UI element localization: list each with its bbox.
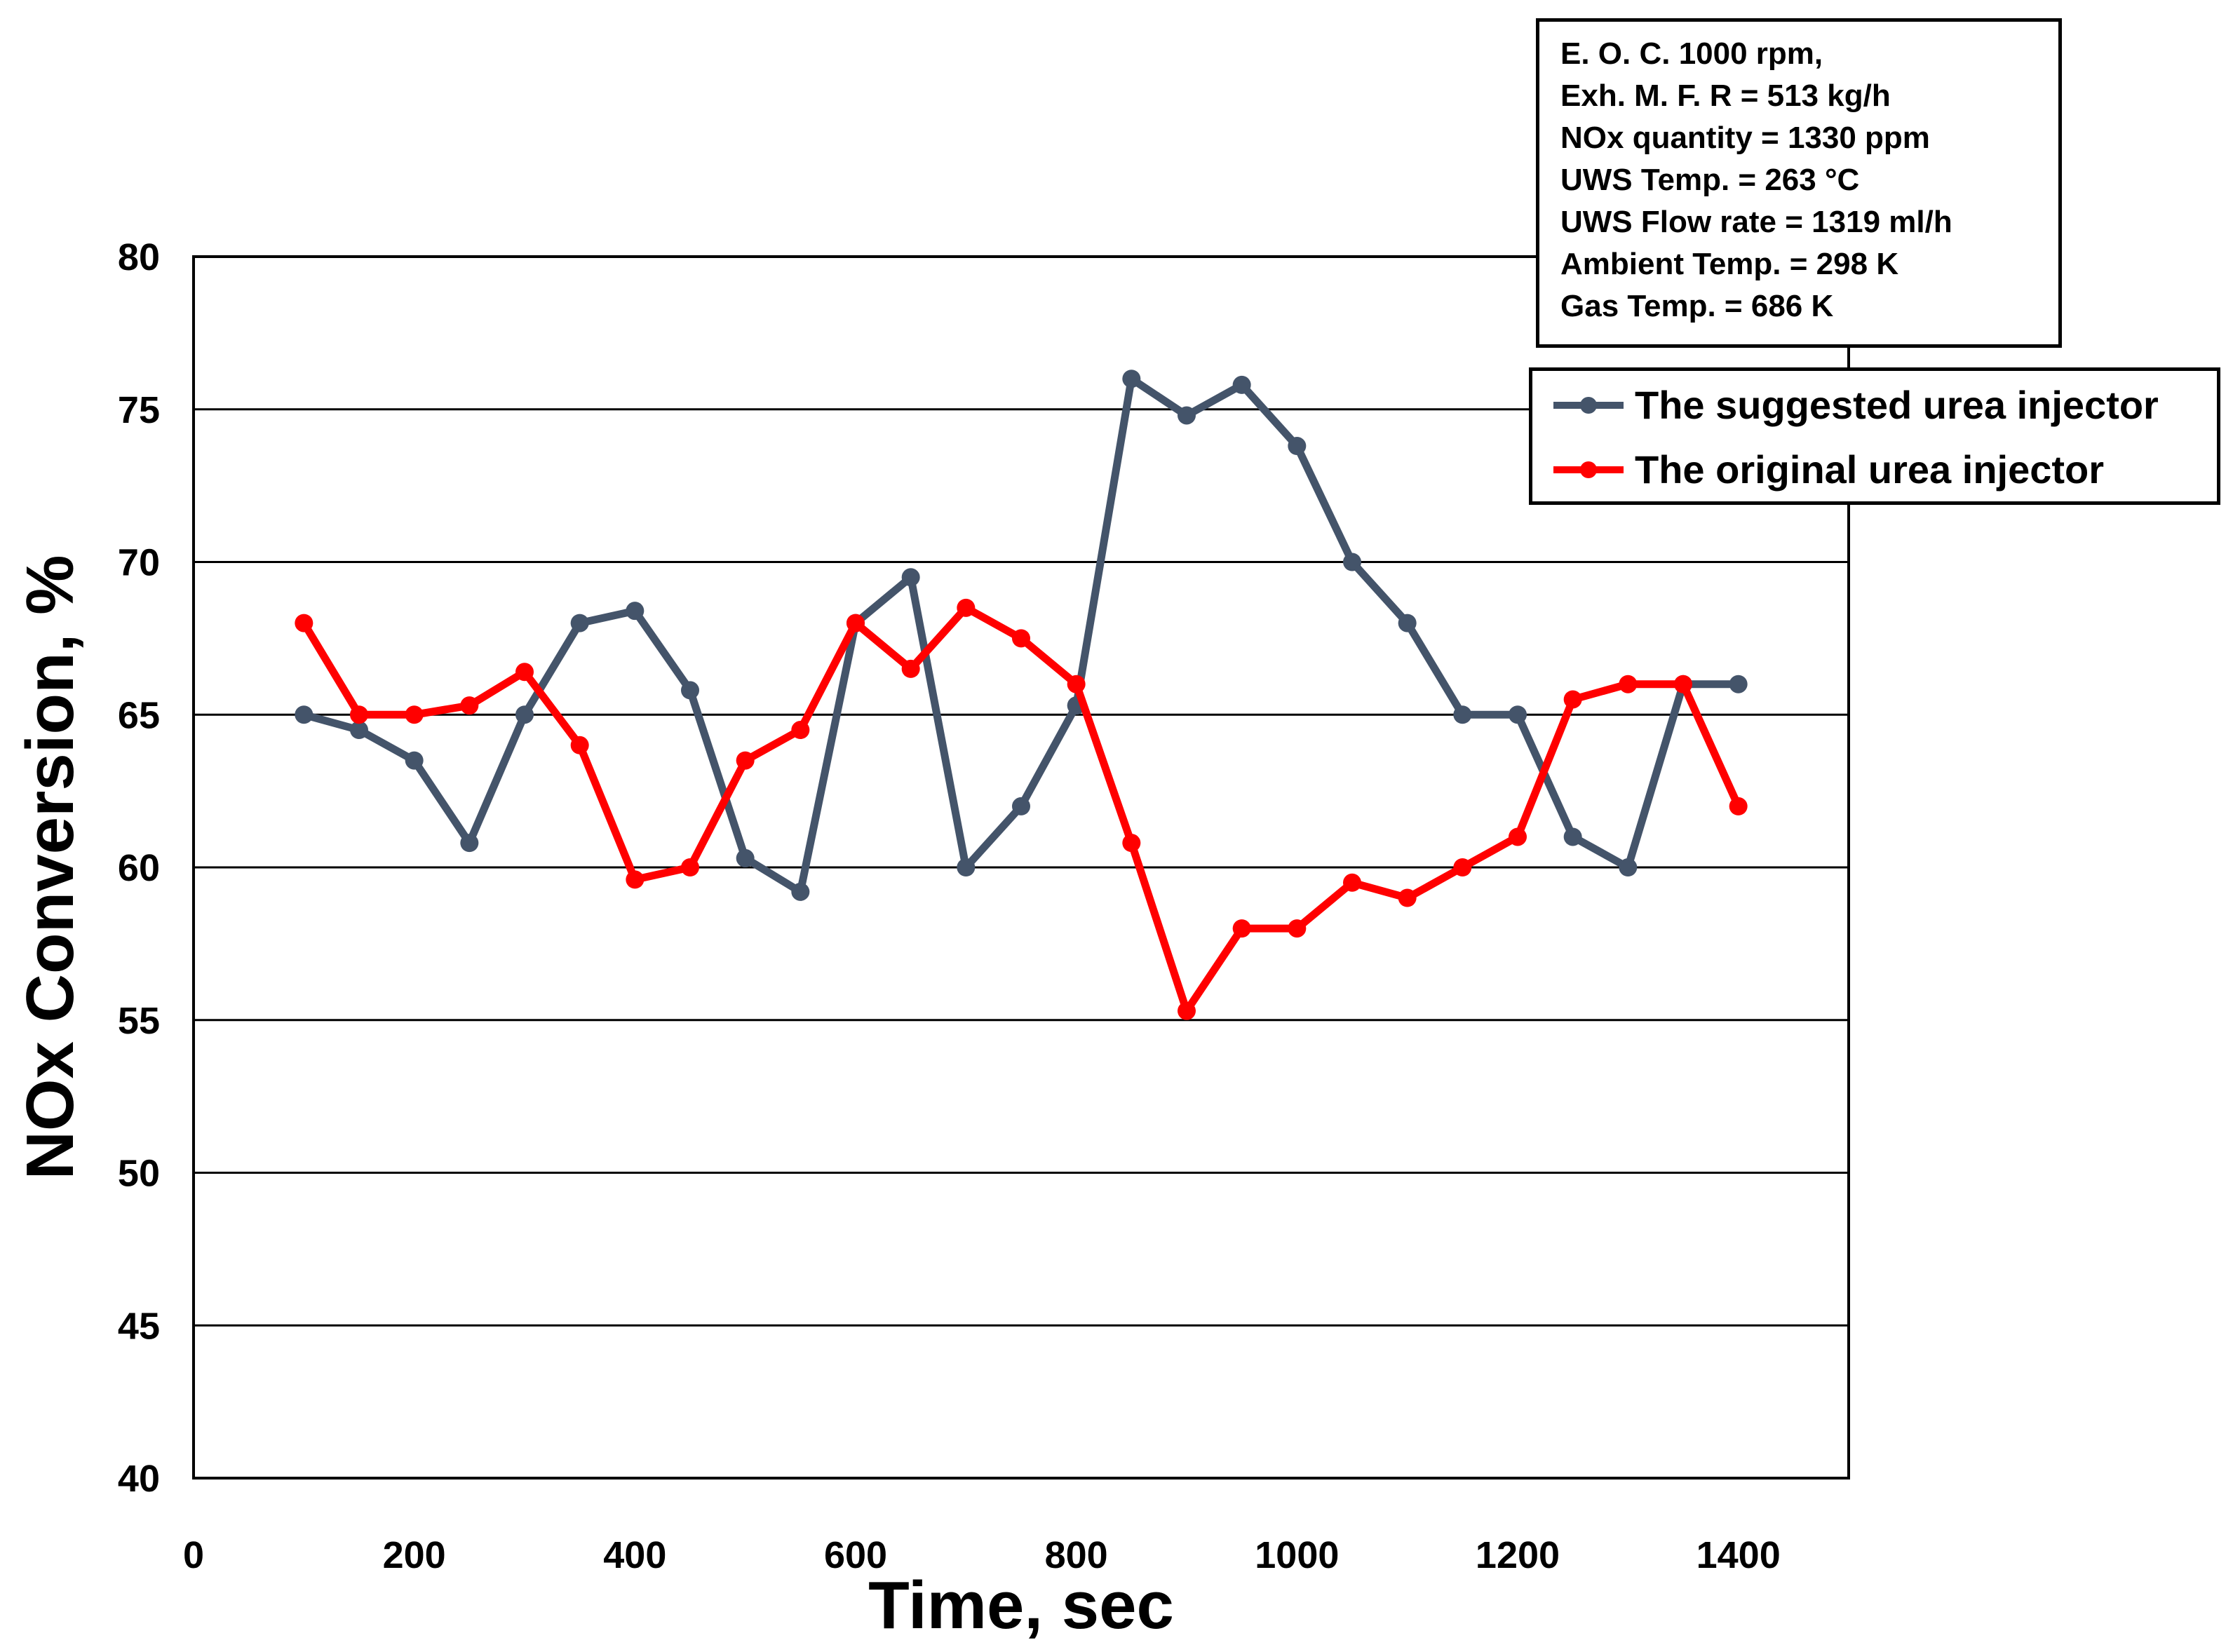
data-point-original xyxy=(791,721,810,740)
data-point-suggested xyxy=(1729,675,1748,693)
condition-line: Exh. M. F. R = 513 kg/h xyxy=(1560,79,1891,113)
x-tick-label: 0 xyxy=(183,1534,204,1576)
y-tick-label: 80 xyxy=(118,236,160,278)
y-tick-label: 50 xyxy=(118,1153,160,1195)
data-point-suggested xyxy=(1619,858,1638,876)
plot-frame xyxy=(192,255,1850,1480)
data-point-suggested xyxy=(1178,406,1196,425)
legend: The suggested urea injector The original… xyxy=(1529,367,2220,505)
data-point-suggested xyxy=(1453,705,1472,724)
data-point-original xyxy=(295,614,313,632)
x-tick-label: 400 xyxy=(603,1534,666,1576)
y-tick-label: 45 xyxy=(118,1305,160,1347)
condition-line: Ambient Temp. = 298 K xyxy=(1560,247,1899,281)
y-tick-label: 65 xyxy=(118,694,160,736)
data-point-original xyxy=(1012,629,1030,648)
condition-line: UWS Temp. = 263 °C xyxy=(1560,163,1860,197)
data-point-original xyxy=(846,614,865,632)
grid-layer xyxy=(194,408,1849,1327)
data-point-suggested xyxy=(736,848,755,867)
legend-marker-suggested xyxy=(1580,397,1597,414)
data-point-suggested xyxy=(1232,375,1251,394)
data-point-original xyxy=(1178,1001,1196,1020)
data-point-original xyxy=(515,663,534,682)
data-point-suggested xyxy=(460,834,479,853)
data-point-original xyxy=(1343,873,1361,892)
data-point-original xyxy=(1232,919,1251,938)
x-tick-label: 1000 xyxy=(1255,1534,1339,1576)
data-point-original xyxy=(570,736,589,754)
data-point-original xyxy=(1122,834,1141,853)
x-tick-label: 1400 xyxy=(1696,1534,1781,1576)
data-point-original xyxy=(1288,919,1307,938)
data-point-suggested xyxy=(350,721,368,740)
x-tick-label: 200 xyxy=(383,1534,446,1576)
data-point-suggested xyxy=(570,614,589,632)
data-point-original xyxy=(1563,690,1582,709)
data-point-original xyxy=(736,751,755,770)
data-point-original xyxy=(1398,888,1417,907)
data-point-suggested xyxy=(295,705,313,724)
condition-line: E. O. C. 1000 rpm, xyxy=(1560,36,1823,71)
y-tick-label: 55 xyxy=(118,1000,160,1042)
y-tick-label: 40 xyxy=(118,1458,160,1500)
data-point-original xyxy=(460,696,479,715)
data-point-original xyxy=(350,705,368,724)
x-tick-label: 1200 xyxy=(1476,1534,1560,1576)
condition-line: UWS Flow rate = 1319 ml/h xyxy=(1560,205,1952,239)
y-tick-label: 70 xyxy=(118,542,160,584)
data-point-original xyxy=(1619,675,1638,693)
data-point-suggested xyxy=(1398,614,1417,632)
legend-marker-original xyxy=(1580,461,1597,478)
x-tick-label: 800 xyxy=(1045,1534,1108,1576)
data-point-original xyxy=(901,659,920,678)
data-point-suggested xyxy=(405,751,424,770)
test-conditions-box: E. O. C. 1000 rpm, Exh. M. F. R = 513 kg… xyxy=(1536,18,2062,348)
y-axis-title: NOx Conversion, % xyxy=(13,555,88,1180)
series-layer xyxy=(295,370,1748,1020)
data-point-suggested xyxy=(1122,370,1141,388)
data-point-original xyxy=(1729,797,1748,815)
condition-line: NOx quantity = 1330 ppm xyxy=(1560,121,1930,155)
data-point-original xyxy=(1453,858,1472,876)
y-tick-label: 75 xyxy=(118,389,160,431)
data-point-suggested xyxy=(515,705,534,724)
data-point-suggested xyxy=(901,568,920,587)
data-point-suggested xyxy=(626,602,645,621)
legend-label-suggested: The suggested urea injector xyxy=(1635,383,2159,427)
x-tick-label: 600 xyxy=(824,1534,887,1576)
data-point-suggested xyxy=(1563,827,1582,846)
condition-line: Gas Temp. = 686 K xyxy=(1560,289,1834,323)
data-point-original xyxy=(626,870,645,889)
data-point-original xyxy=(1509,827,1527,846)
legend-label-original: The original urea injector xyxy=(1635,447,2105,492)
data-point-suggested xyxy=(681,681,699,700)
data-point-suggested xyxy=(1509,705,1527,724)
data-point-original xyxy=(681,858,699,876)
x-axis-title: Time, sec xyxy=(868,1568,1174,1643)
data-point-suggested xyxy=(1288,437,1307,456)
data-point-original xyxy=(957,598,976,617)
data-point-suggested xyxy=(1343,553,1361,571)
data-point-original xyxy=(1067,675,1086,693)
data-point-original xyxy=(1674,675,1692,693)
data-point-suggested xyxy=(1012,797,1030,815)
legend-item-original: The original urea injector xyxy=(1553,438,2213,501)
data-point-suggested xyxy=(957,858,976,876)
legend-item-suggested: The suggested urea injector xyxy=(1553,374,2213,437)
data-point-suggested xyxy=(791,882,810,901)
data-point-original xyxy=(405,705,424,724)
y-tick-label: 60 xyxy=(118,847,160,889)
